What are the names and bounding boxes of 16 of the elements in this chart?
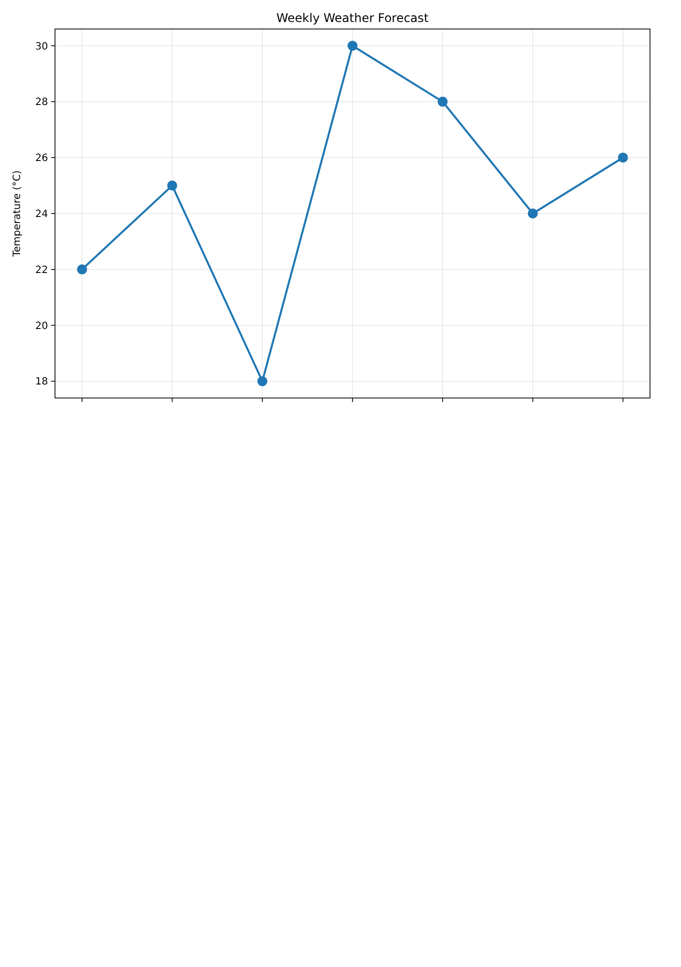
y-tick-label: 24 (35, 209, 48, 220)
point (77, 264, 88, 274)
point (528, 208, 538, 218)
point (257, 376, 268, 386)
y-tick-label: 28 (35, 97, 48, 108)
y-tick-label: 18 (35, 376, 48, 388)
y-tick-label: 20 (35, 320, 48, 332)
point (167, 180, 178, 191)
point (618, 152, 628, 163)
point (438, 96, 448, 107)
point (348, 40, 358, 51)
chart-title: Weekly Weather Forecast (276, 11, 429, 25)
y-axis-title: Temperature (°C) (12, 170, 23, 258)
y-tick-label: 30 (35, 41, 48, 52)
y-tick-label: 22 (35, 264, 48, 276)
y-tick-label: 26 (35, 153, 48, 164)
